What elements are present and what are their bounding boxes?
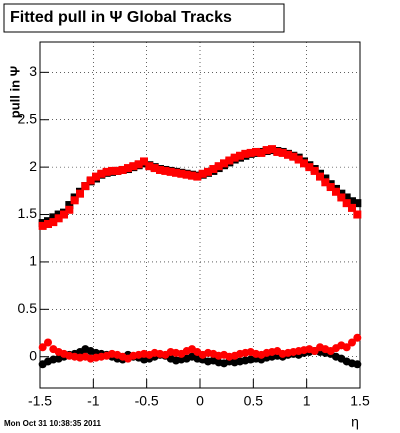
square-marker — [284, 150, 292, 159]
square-marker — [321, 178, 330, 187]
square-marker — [220, 159, 228, 168]
square-marker — [113, 166, 122, 175]
x-tick-label: -1.5 — [28, 393, 52, 409]
square-marker — [310, 166, 319, 175]
chart-title: Fitted pull in Ψ Global Tracks — [10, 9, 232, 26]
square-marker — [177, 169, 186, 178]
circle-marker — [44, 338, 52, 347]
square-marker — [289, 152, 298, 161]
square-marker — [102, 167, 111, 176]
square-marker — [257, 148, 266, 157]
square-marker — [188, 171, 196, 180]
square-marker — [198, 169, 207, 178]
square-marker — [150, 164, 159, 173]
square-marker — [230, 153, 239, 162]
square-marker — [236, 151, 244, 160]
square-marker — [166, 167, 175, 176]
square-marker — [294, 155, 303, 164]
square-marker — [65, 201, 74, 210]
square-marker — [81, 182, 90, 191]
circle-marker — [348, 338, 356, 347]
y-tick-label: 1.5 — [18, 205, 38, 221]
y-axis-label: pull in Ψ — [7, 66, 22, 118]
square-marker — [76, 189, 84, 198]
square-marker — [145, 162, 154, 171]
x-tick-label: 0.5 — [244, 393, 264, 409]
square-marker — [214, 162, 223, 171]
square-marker — [300, 159, 308, 168]
y-tick-label: 1 — [29, 253, 37, 269]
square-marker — [129, 162, 138, 171]
square-marker — [49, 213, 58, 222]
square-marker — [225, 156, 234, 165]
x-tick-label: 1.5 — [350, 393, 370, 409]
square-marker — [161, 166, 170, 175]
square-marker — [38, 221, 47, 230]
x-tick-label: -1 — [87, 393, 100, 409]
square-marker — [342, 199, 351, 208]
y-tick-label: 0 — [29, 347, 37, 363]
square-marker — [44, 220, 52, 229]
square-marker — [241, 149, 250, 158]
square-marker — [305, 163, 314, 172]
x-tick-label: 1 — [303, 393, 311, 409]
square-marker — [278, 148, 287, 157]
circle-marker — [353, 333, 362, 342]
square-marker — [337, 193, 346, 202]
square-marker — [70, 196, 79, 205]
square-marker — [140, 157, 148, 166]
square-marker — [65, 205, 74, 214]
square-marker — [246, 148, 255, 157]
square-marker — [326, 183, 335, 192]
square-marker — [182, 170, 191, 179]
square-marker — [49, 218, 58, 227]
square-marker — [332, 187, 340, 196]
square-marker — [342, 193, 351, 202]
x-tick-label: -0.5 — [135, 393, 159, 409]
square-marker — [268, 145, 276, 154]
square-marker — [118, 165, 127, 174]
square-marker — [54, 214, 63, 223]
square-marker — [353, 210, 362, 219]
square-marker — [209, 165, 218, 174]
square-marker — [172, 168, 180, 177]
square-marker — [60, 210, 68, 219]
y-tick-label: 2 — [29, 158, 37, 174]
square-marker — [193, 172, 202, 181]
square-marker — [97, 169, 106, 178]
x-tick-label: 0 — [196, 393, 204, 409]
timestamp: Mon Oct 31 10:38:35 2011 — [4, 419, 101, 428]
circle-marker — [353, 360, 362, 369]
square-marker — [86, 176, 95, 185]
square-marker — [108, 166, 116, 175]
y-tick-label: 2.5 — [18, 110, 38, 126]
square-marker — [316, 172, 324, 181]
x-axis-label: η — [351, 414, 359, 430]
square-marker — [204, 167, 212, 176]
circle-marker — [342, 343, 351, 352]
circle-marker — [38, 343, 47, 352]
y-tick-label: 0.5 — [18, 300, 38, 316]
square-marker — [124, 164, 132, 173]
y-tick-label: 3 — [29, 63, 37, 79]
square-marker — [273, 147, 282, 156]
square-marker — [92, 172, 100, 181]
square-marker — [156, 165, 164, 174]
square-marker — [348, 197, 356, 206]
square-marker — [353, 199, 362, 208]
title-box — [3, 3, 285, 33]
square-marker — [134, 160, 143, 169]
square-marker — [262, 146, 271, 155]
square-marker — [348, 203, 356, 212]
square-marker — [252, 147, 260, 156]
